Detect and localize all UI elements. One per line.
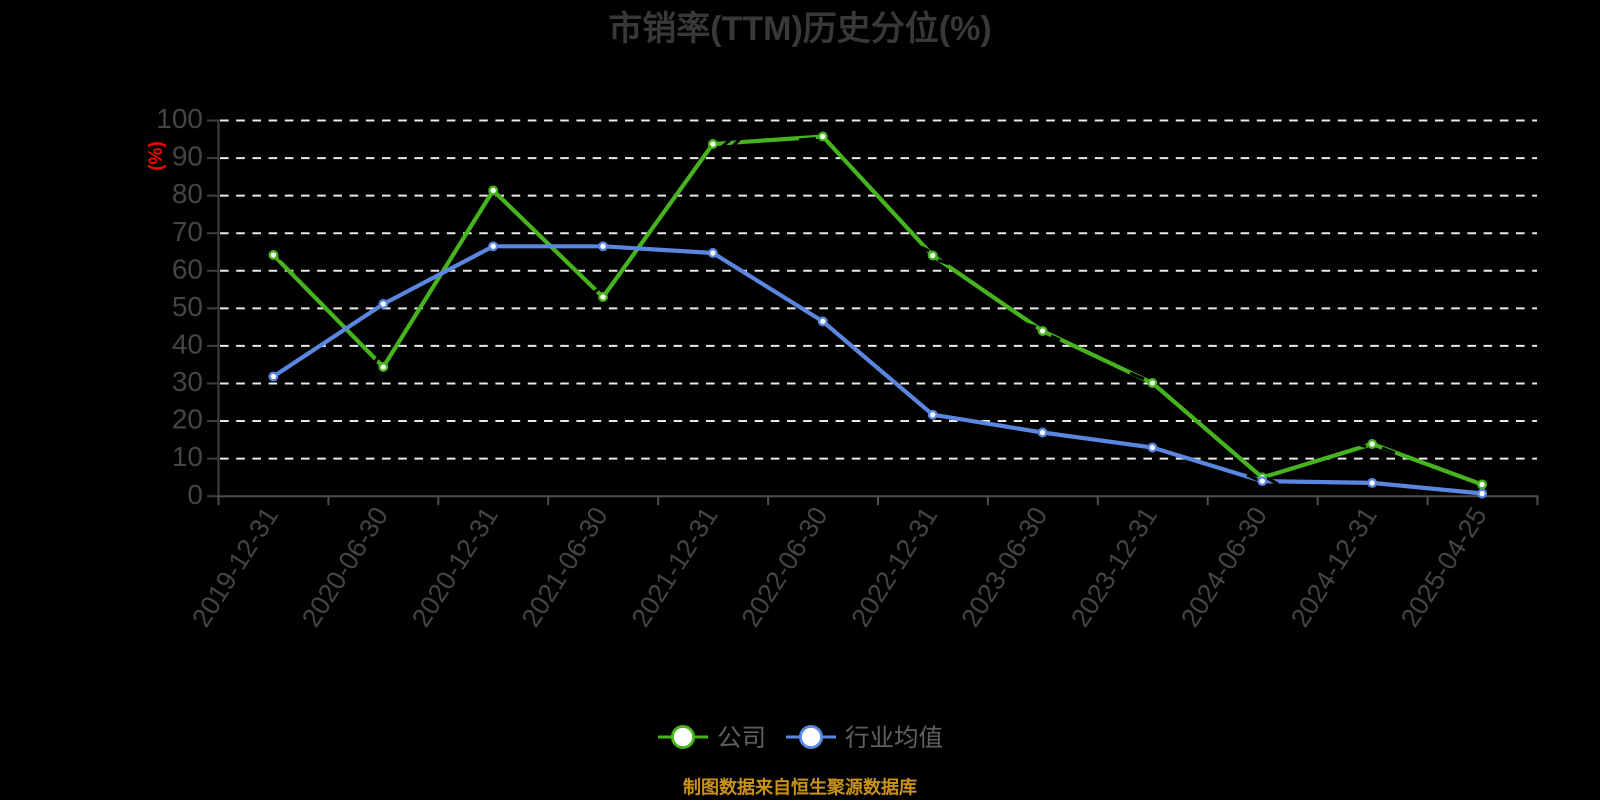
svg-text:60: 60 [172,253,203,284]
svg-text:40: 40 [172,329,203,360]
svg-text:30: 30 [172,366,203,397]
svg-text:公司: 公司 [717,725,766,752]
svg-text:0: 0 [187,479,203,510]
svg-text:制图数据来自恒生聚源数据库: 制图数据来自恒生聚源数据库 [683,777,917,798]
svg-text:90: 90 [172,141,203,172]
svg-text:80: 80 [172,178,203,209]
svg-text:10: 10 [172,441,203,472]
svg-text:20: 20 [172,404,203,435]
svg-text:100: 100 [156,103,203,134]
svg-text:50: 50 [172,291,203,322]
svg-text:市销率(TTM)历史分位(%): 市销率(TTM)历史分位(%) [608,9,991,48]
svg-text:(%): (%) [146,141,167,171]
svg-text:行业均值: 行业均值 [845,724,943,752]
svg-text:70: 70 [172,216,203,247]
